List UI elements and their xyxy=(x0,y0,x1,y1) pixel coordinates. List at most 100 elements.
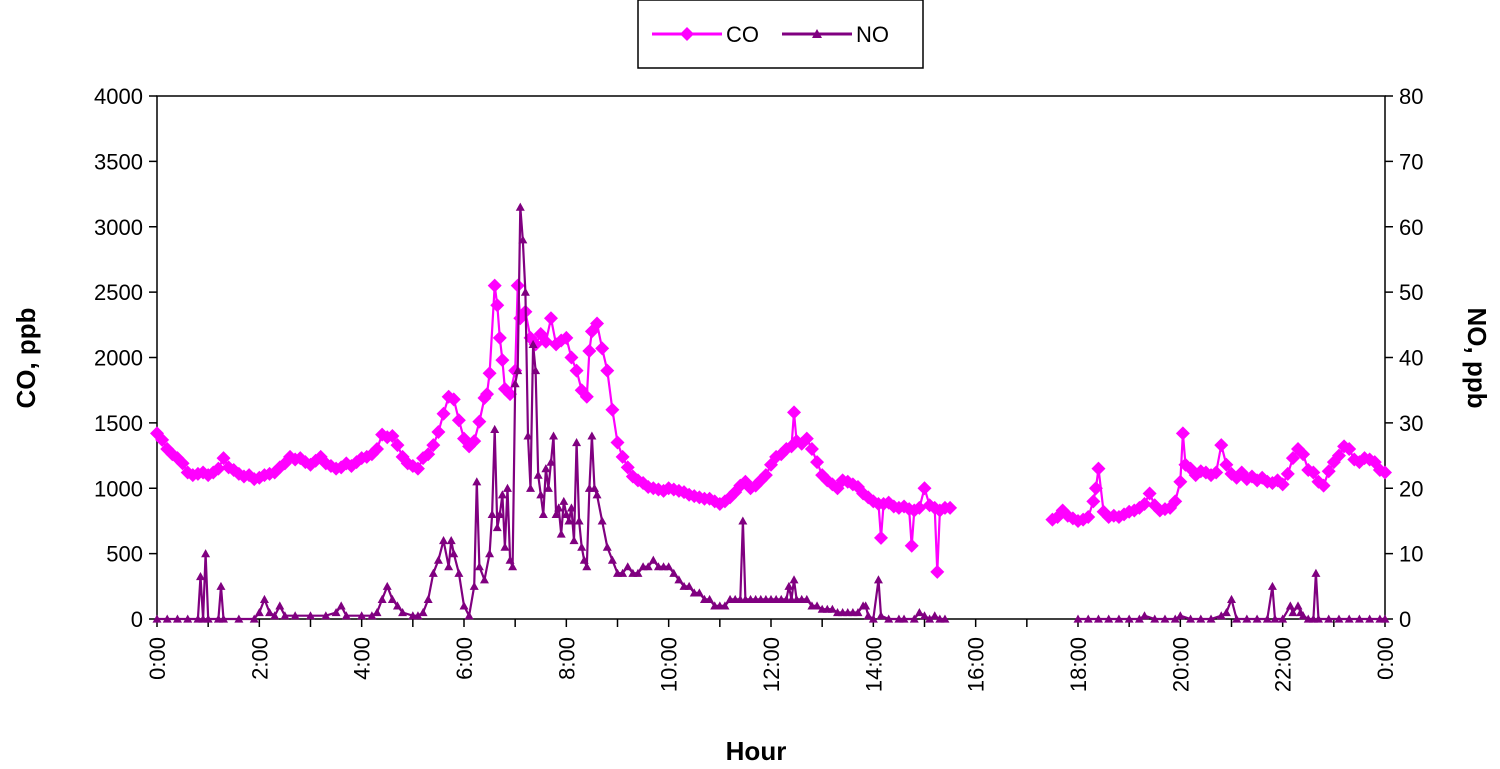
data-point-no xyxy=(201,549,211,558)
data-point-no xyxy=(321,611,331,620)
data-point-no xyxy=(523,431,533,440)
data-point-co xyxy=(495,353,510,368)
y-left-tick-label: 4000 xyxy=(94,84,143,109)
data-point-no xyxy=(423,594,433,603)
data-point-co xyxy=(211,461,226,476)
data-point-co xyxy=(787,405,802,420)
data-point-no xyxy=(587,431,597,440)
data-point-co xyxy=(1306,465,1321,480)
data-point-no xyxy=(1313,614,1323,623)
y-left-tick-label: 3500 xyxy=(94,149,143,174)
data-point-no xyxy=(1270,614,1280,623)
data-point-co xyxy=(1316,478,1331,493)
data-point-no xyxy=(623,562,633,571)
data-point-no xyxy=(827,604,837,613)
data-point-no xyxy=(1216,611,1226,620)
data-point-co xyxy=(451,413,466,428)
data-point-no xyxy=(582,562,592,571)
data-point-no xyxy=(1365,614,1375,623)
data-point-no xyxy=(551,509,561,518)
data-point-no xyxy=(607,555,617,564)
data-point-no xyxy=(1134,614,1144,623)
data-point-no xyxy=(449,549,459,558)
data-point-no xyxy=(1196,614,1206,623)
data-point-co xyxy=(421,447,436,462)
data-point-no xyxy=(554,503,564,512)
data-point-no xyxy=(454,568,464,577)
data-point-no xyxy=(1175,611,1185,620)
data-point-co xyxy=(930,564,945,579)
data-point-no xyxy=(1186,614,1196,623)
data-point-no xyxy=(492,522,502,532)
data-point-no xyxy=(597,516,607,525)
data-point-no xyxy=(930,611,940,620)
data-point-no xyxy=(669,568,679,577)
data-point-co xyxy=(564,350,579,365)
x-tick-label: 4:00 xyxy=(350,637,375,680)
data-point-no xyxy=(812,601,822,610)
data-point-no xyxy=(306,611,315,620)
data-point-no xyxy=(853,607,863,617)
x-tick-label: 2:00 xyxy=(247,637,272,680)
data-point-co xyxy=(482,366,497,381)
data-point-no xyxy=(592,490,602,499)
y-left-tick-label: 0 xyxy=(131,607,143,632)
data-point-no xyxy=(1293,601,1303,610)
data-point-co xyxy=(904,538,919,553)
axes: 0 500 1000 1500 2000 2500 3000 3500 4000 0 10 20 30 4… xyxy=(94,84,1423,692)
data-point-co xyxy=(467,434,482,449)
data-point-co xyxy=(370,442,385,457)
data-point-no xyxy=(1232,614,1242,623)
data-point-co xyxy=(175,456,190,471)
data-point-no xyxy=(357,611,367,620)
data-point-no xyxy=(152,614,162,623)
data-point-co xyxy=(216,451,231,466)
data-point-no xyxy=(216,581,226,590)
data-point-no xyxy=(372,607,382,617)
data-point-no xyxy=(574,516,584,525)
y-right-tick-label: 30 xyxy=(1399,411,1423,436)
data-point-co xyxy=(1086,494,1101,509)
data-point-co xyxy=(758,468,773,483)
data-point-no xyxy=(162,614,172,623)
data-point-no xyxy=(497,490,507,499)
data-point-co xyxy=(1173,474,1188,489)
data-point-no xyxy=(505,555,515,564)
legend-item-no: NO xyxy=(782,22,889,47)
data-point-no xyxy=(265,607,275,617)
data-point-no xyxy=(270,611,280,620)
data-point-no xyxy=(1170,614,1180,623)
data-point-co xyxy=(472,414,487,429)
data-point-co xyxy=(390,438,405,453)
data-point-co xyxy=(385,428,400,443)
data-point-no xyxy=(341,611,351,620)
data-point-co xyxy=(595,341,610,356)
data-point-no xyxy=(920,611,929,620)
data-point-no xyxy=(564,516,574,525)
data-point-no xyxy=(1298,611,1308,620)
data-point-no xyxy=(520,287,530,296)
data-point-co xyxy=(569,363,584,378)
data-point-co xyxy=(503,387,518,402)
x-tick-label: 14:00 xyxy=(861,637,886,692)
data-point-no xyxy=(469,581,479,590)
data-point-no xyxy=(1334,614,1344,623)
plot-area xyxy=(156,95,1386,620)
data-point-co xyxy=(615,449,630,464)
data-point-no xyxy=(868,614,878,623)
data-point-no xyxy=(219,614,229,623)
data-point-no xyxy=(508,562,518,571)
data-point-no xyxy=(459,601,469,610)
data-point-no xyxy=(377,594,387,603)
data-point-co xyxy=(1342,442,1357,457)
data-point-no xyxy=(1267,581,1277,590)
data-point-co xyxy=(1296,447,1311,462)
data-point-no xyxy=(203,614,213,623)
data-point-co xyxy=(1285,451,1300,466)
data-point-no xyxy=(909,614,919,623)
x-tick-label: 8:00 xyxy=(554,637,579,680)
data-point-no xyxy=(474,562,484,571)
data-point-no xyxy=(561,509,571,518)
data-point-no xyxy=(183,614,193,623)
legend-marker-co xyxy=(680,27,694,41)
